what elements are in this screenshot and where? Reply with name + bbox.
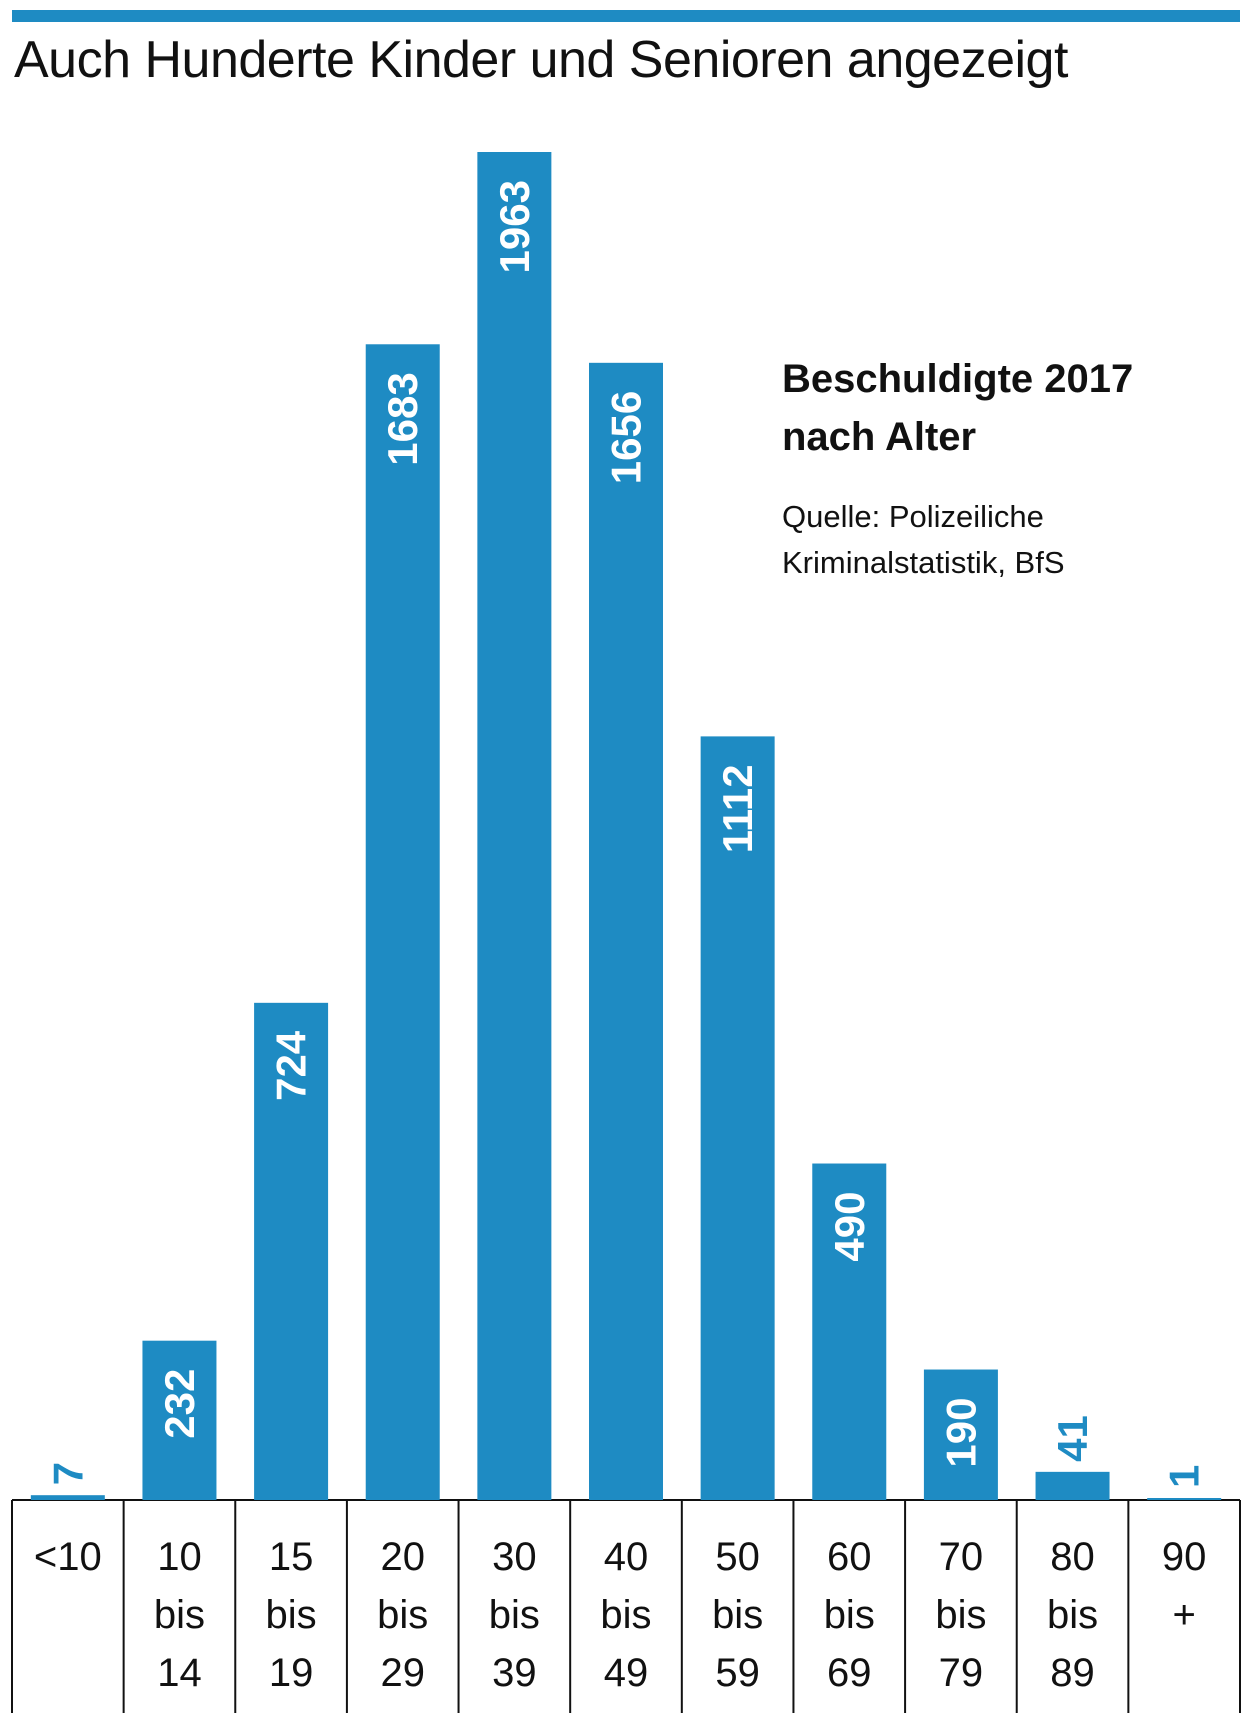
bar: [1147, 1498, 1222, 1500]
bar: [923, 1369, 998, 1500]
chart-title: Auch Hunderte Kinder und Senioren angeze…: [14, 31, 1068, 89]
category-label: 15: [269, 1535, 314, 1579]
category-label: 80: [1050, 1535, 1095, 1579]
bar: [30, 1495, 105, 1500]
category-label: bis: [712, 1593, 763, 1637]
category-label: +: [1173, 1593, 1196, 1637]
category-label: 60: [827, 1535, 872, 1579]
category-label: 40: [604, 1535, 649, 1579]
bar: [700, 736, 775, 1500]
top-rule: [12, 10, 1240, 22]
category-label: 90: [1162, 1535, 1207, 1579]
chart-legend: Beschuldigte 2017 nach Alter Quelle: Pol…: [782, 350, 1222, 586]
bar: [365, 344, 440, 1501]
bar-value-label: 1: [1161, 1465, 1208, 1488]
bar-value-label: 41: [1049, 1415, 1096, 1462]
bar-value-label: 1112: [714, 764, 761, 853]
chart-subtitle: Beschuldigte 2017 nach Alter: [782, 357, 1134, 459]
category-label: 70: [939, 1535, 984, 1579]
category-label: <10: [34, 1535, 102, 1579]
bar-value-label: 190: [937, 1398, 984, 1468]
bar-value-label: 1683: [379, 372, 426, 465]
bar: [589, 362, 663, 1501]
bar: [142, 1340, 217, 1500]
category-label: 49: [604, 1651, 649, 1695]
chart-source: Quelle: Polizeiliche Kriminalstatistik, …: [782, 499, 1065, 580]
category-label: 14: [157, 1651, 202, 1695]
category-label: 50: [715, 1535, 760, 1579]
bar: [477, 152, 552, 1500]
category-label: bis: [600, 1593, 651, 1637]
category-label: bis: [154, 1593, 205, 1637]
bar-value-label: 1963: [491, 180, 538, 273]
category-label: 19: [269, 1651, 314, 1695]
category-label: 79: [939, 1651, 984, 1695]
bar: [812, 1163, 887, 1500]
category-label: 69: [827, 1651, 872, 1695]
category-label: bis: [489, 1593, 540, 1637]
bar: [254, 1002, 329, 1500]
category-label: 30: [492, 1535, 537, 1579]
category-label: bis: [824, 1593, 875, 1637]
category-label: bis: [1047, 1593, 1098, 1637]
bar: [1035, 1471, 1110, 1500]
category-label: 89: [1050, 1651, 1095, 1695]
category-label: bis: [935, 1593, 986, 1637]
category-label: 59: [715, 1651, 760, 1695]
bar-value-label: 232: [156, 1369, 203, 1439]
bar-value-label: 490: [826, 1192, 873, 1262]
category-label: 10: [157, 1535, 202, 1579]
category-label: bis: [377, 1593, 428, 1637]
category-label: bis: [266, 1593, 317, 1637]
category-label: 39: [492, 1651, 537, 1695]
bar-value-label: 1656: [603, 391, 650, 484]
bar-value-label: 7: [44, 1462, 91, 1485]
category-label: 29: [380, 1651, 425, 1695]
bar-value-label: 724: [268, 1030, 315, 1101]
category-label: 20: [380, 1535, 425, 1579]
